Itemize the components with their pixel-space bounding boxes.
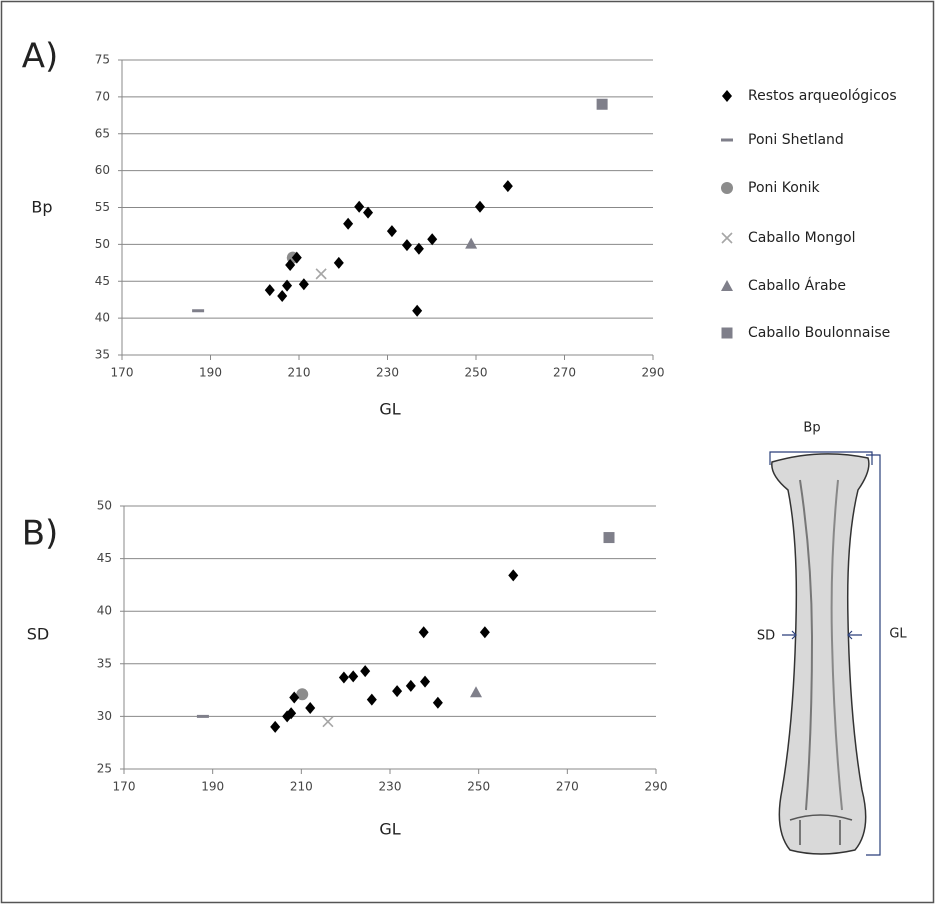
point (338, 671, 349, 684)
legend-label: Caballo Mongol (748, 230, 855, 246)
point (277, 290, 288, 302)
point (603, 532, 615, 544)
bone-label: SD (757, 629, 775, 644)
x-tick-label: 170 (113, 780, 136, 794)
y-tick-label: 50 (97, 499, 112, 513)
legend-item: Caballo Boulonnaise (721, 325, 890, 341)
point (291, 251, 302, 264)
legend-marker (721, 182, 733, 194)
point (264, 284, 275, 297)
legend-item: Restos arqueológicos (722, 88, 897, 104)
y-tick-label: 65 (95, 126, 110, 140)
point (282, 279, 293, 292)
point (270, 720, 281, 733)
legend-marker (721, 280, 733, 291)
y-tick-label: 60 (95, 163, 110, 177)
x-tick-label: 270 (556, 780, 579, 794)
panel-label: B) (22, 514, 59, 554)
legend-label: Restos arqueológicos (748, 88, 897, 104)
x-tick-label: 190 (201, 780, 224, 794)
x-tick-label: 210 (290, 780, 313, 794)
point (405, 679, 416, 692)
bone-drawing: Bp SD GL (757, 421, 907, 856)
point (386, 225, 397, 238)
point (420, 675, 431, 688)
y-tick-label: 35 (97, 656, 112, 670)
point (285, 259, 296, 272)
point (333, 256, 344, 269)
x-tick-label: 170 (111, 366, 134, 380)
y-tick-label: 35 (95, 348, 110, 362)
point (401, 239, 412, 252)
x-tick-label: 270 (553, 366, 576, 380)
legend-marker (721, 327, 733, 339)
point (502, 180, 513, 193)
x-tick-label: 190 (199, 366, 222, 380)
y-tick-label: 45 (95, 274, 110, 288)
point (366, 693, 377, 706)
point (413, 242, 424, 255)
bone-label: Bp (803, 421, 820, 436)
x-tick-label: 230 (376, 366, 399, 380)
point (343, 217, 354, 230)
point (322, 716, 334, 728)
point (305, 701, 316, 714)
point (474, 200, 485, 213)
y-tick-label: 40 (95, 311, 110, 325)
point (412, 304, 423, 317)
point (392, 685, 403, 698)
legend-marker (722, 90, 732, 102)
y-tick-label: 70 (95, 89, 110, 103)
point (196, 714, 209, 718)
point (348, 670, 359, 683)
legend-marker (721, 138, 733, 142)
point (465, 237, 478, 249)
point (508, 569, 519, 582)
x-tick-label: 250 (467, 780, 490, 794)
point (296, 688, 309, 701)
point (363, 206, 374, 219)
point (479, 626, 490, 639)
point (192, 309, 205, 313)
y-axis-label: SD (27, 625, 49, 644)
panel-label: A) (22, 37, 59, 77)
x-tick-label: 290 (642, 366, 665, 380)
point (289, 691, 300, 704)
point (418, 626, 429, 639)
y-tick-label: 30 (97, 709, 112, 723)
legend-item: Poni Konik (721, 180, 821, 196)
x-tick-label: 230 (379, 780, 402, 794)
legend-marker (721, 232, 733, 244)
legend-item: Caballo Mongol (721, 230, 855, 246)
x-axis-label: GL (379, 820, 400, 839)
point (470, 686, 483, 698)
x-tick-label: 250 (465, 366, 488, 380)
x-tick-label: 210 (288, 366, 311, 380)
point (354, 200, 365, 213)
x-axis-label: GL (379, 400, 400, 419)
y-tick-label: 55 (95, 200, 110, 214)
y-tick-label: 50 (95, 237, 110, 251)
point (432, 696, 443, 709)
legend-item: Poni Shetland (721, 132, 844, 148)
point (596, 98, 608, 110)
y-tick-label: 75 (95, 53, 110, 67)
point (298, 278, 309, 291)
y-tick-label: 25 (97, 762, 112, 776)
legend-item: Caballo Árabe (721, 277, 846, 294)
x-tick-label: 290 (645, 780, 668, 794)
legend-label: Poni Shetland (748, 132, 844, 148)
legend-label: Caballo Boulonnaise (748, 325, 890, 341)
point (427, 233, 438, 246)
y-tick-label: 40 (97, 604, 112, 618)
y-axis-label: Bp (31, 198, 52, 217)
bone-label: GL (889, 627, 907, 642)
point (360, 665, 371, 678)
point (286, 707, 297, 720)
legend-label: Poni Konik (748, 180, 821, 196)
legend-label: Caballo Árabe (748, 277, 846, 294)
y-tick-label: 45 (97, 551, 112, 565)
point (315, 268, 327, 280)
